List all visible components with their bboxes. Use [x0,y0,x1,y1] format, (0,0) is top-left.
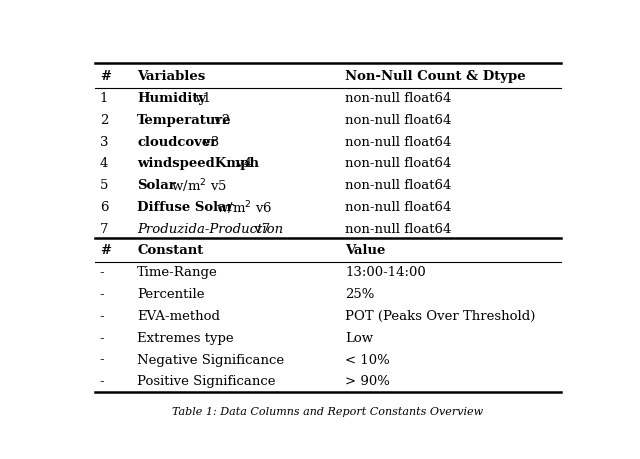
Text: 6: 6 [100,201,108,214]
Text: v7: v7 [250,223,271,236]
Text: w/m$^2$ v5: w/m$^2$ v5 [167,177,227,195]
Text: Extremes type: Extremes type [137,332,234,345]
Text: #: # [100,244,111,257]
Text: -: - [100,310,104,323]
Text: Low: Low [346,332,374,345]
Text: 1: 1 [100,92,108,105]
Text: -: - [100,288,104,301]
Text: Table 1: Data Columns and Report Constants Overview: Table 1: Data Columns and Report Constan… [172,407,484,417]
Text: Diffuse Solar: Diffuse Solar [137,201,234,214]
Text: -: - [100,266,104,279]
Text: Humidity: Humidity [137,92,206,105]
Text: v3: v3 [199,135,220,149]
Text: Temperature: Temperature [137,114,232,127]
Text: cloudcover: cloudcover [137,135,218,149]
Text: -: - [100,353,104,367]
Text: Positive Significance: Positive Significance [137,375,276,388]
Text: Constant: Constant [137,244,204,257]
Text: non-null float64: non-null float64 [346,201,452,214]
Text: 13:00-14:00: 13:00-14:00 [346,266,426,279]
Text: v4: v4 [232,157,252,170]
Text: Time-Range: Time-Range [137,266,218,279]
Text: Value: Value [346,244,386,257]
Text: 4: 4 [100,157,108,170]
Text: 7: 7 [100,223,108,236]
Text: 25%: 25% [346,288,375,301]
Text: Produzida-Production: Produzida-Production [137,223,283,236]
Text: v2: v2 [211,114,230,127]
Text: Variables: Variables [137,70,205,83]
Text: POT (Peaks Over Threshold): POT (Peaks Over Threshold) [346,310,536,323]
Text: -: - [100,332,104,345]
Text: > 90%: > 90% [346,375,390,388]
Text: EVA-method: EVA-method [137,310,220,323]
Text: v1: v1 [191,92,211,105]
Text: #: # [100,70,111,83]
Text: non-null float64: non-null float64 [346,92,452,105]
Text: Percentile: Percentile [137,288,205,301]
Text: 2: 2 [100,114,108,127]
Text: 3: 3 [100,135,108,149]
Text: non-null float64: non-null float64 [346,114,452,127]
Text: w/m$^2$ v6: w/m$^2$ v6 [212,199,272,217]
Text: Non-Null Count & Dtype: Non-Null Count & Dtype [346,70,526,83]
Text: non-null float64: non-null float64 [346,223,452,236]
Text: < 10%: < 10% [346,353,390,367]
Text: non-null float64: non-null float64 [346,135,452,149]
Text: Solar: Solar [137,179,176,192]
Text: 5: 5 [100,179,108,192]
Text: windspeedKmph: windspeedKmph [137,157,259,170]
Text: non-null float64: non-null float64 [346,157,452,170]
Text: Negative Significance: Negative Significance [137,353,284,367]
Text: -: - [100,375,104,388]
Text: non-null float64: non-null float64 [346,179,452,192]
